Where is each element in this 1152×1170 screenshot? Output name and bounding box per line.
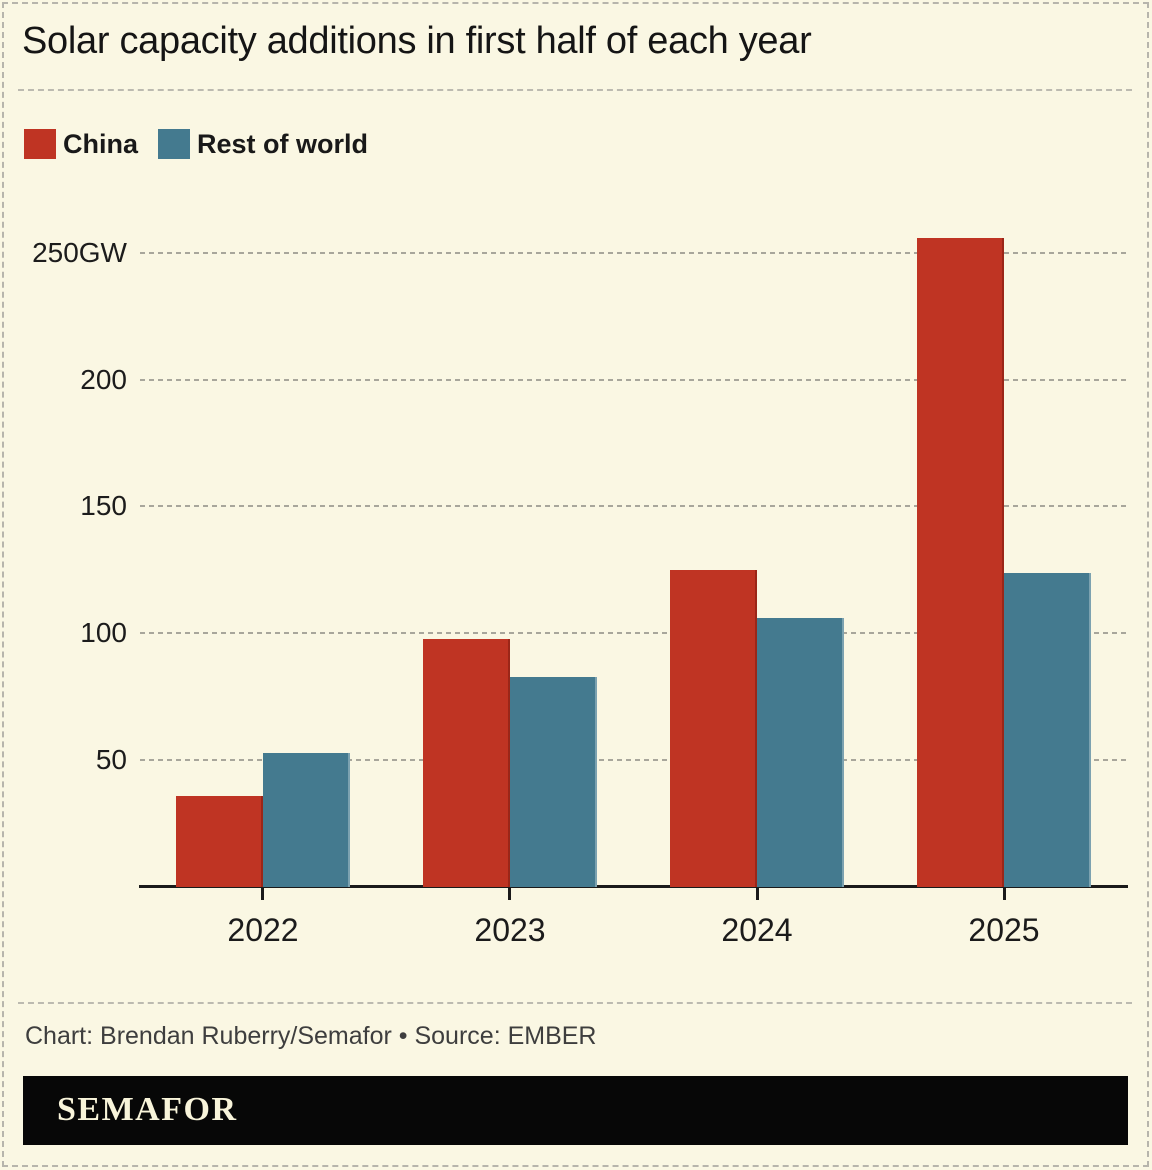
title-separator [18,89,1132,91]
x-axis-label-2022: 2022 [227,912,299,948]
x-tick-2024 [756,888,759,900]
bar-china-2025 [917,238,1004,887]
y-axis-label-200: 200 [80,364,127,395]
footer-separator [18,1002,1132,1004]
credit-line: Chart: Brendan Ruberry/Semafor • Source:… [25,1022,597,1050]
y-axis-label-250: 250GW [32,237,127,268]
x-axis-label-2023: 2023 [474,912,546,948]
gridline-100 [140,632,1129,634]
gridline-150 [140,505,1129,507]
legend-label: China [63,129,139,159]
y-axis-label-50: 50 [95,744,127,775]
legend-swatch-1 [158,129,191,159]
semafor-logo-bar: SEMAFOR [23,1076,1128,1145]
legend-item-rest-of-world: Rest of world [158,129,368,159]
chart-title: Solar capacity additions in first half o… [22,20,812,62]
x-axis-label-2025: 2025 [968,912,1040,948]
bar-rest-of-world-2025 [1004,573,1091,887]
legend: China Rest of world [24,129,368,159]
x-axis-label-2024: 2024 [721,912,793,948]
bar-china-2023 [423,639,510,887]
y-axis-label-100: 100 [80,617,127,648]
legend-label: Rest of world [197,129,369,159]
legend-item-china: China [24,129,138,159]
y-axis-label-150: 150 [80,490,127,521]
bar-rest-of-world-2022 [263,753,350,887]
bar-china-2022 [176,796,263,887]
gridline-50 [140,759,1129,761]
bar-rest-of-world-2023 [510,677,597,887]
legend-swatch-0 [24,129,56,159]
x-axis-line [139,885,1128,888]
bar-rest-of-world-2024 [757,618,844,887]
x-tick-2022 [261,888,264,900]
x-tick-2025 [1003,888,1006,900]
semafor-logo: SEMAFOR [57,1090,238,1128]
bar-china-2024 [670,570,757,887]
gridline-250 [140,252,1129,254]
x-tick-2023 [508,888,511,900]
gridline-200 [140,379,1129,381]
